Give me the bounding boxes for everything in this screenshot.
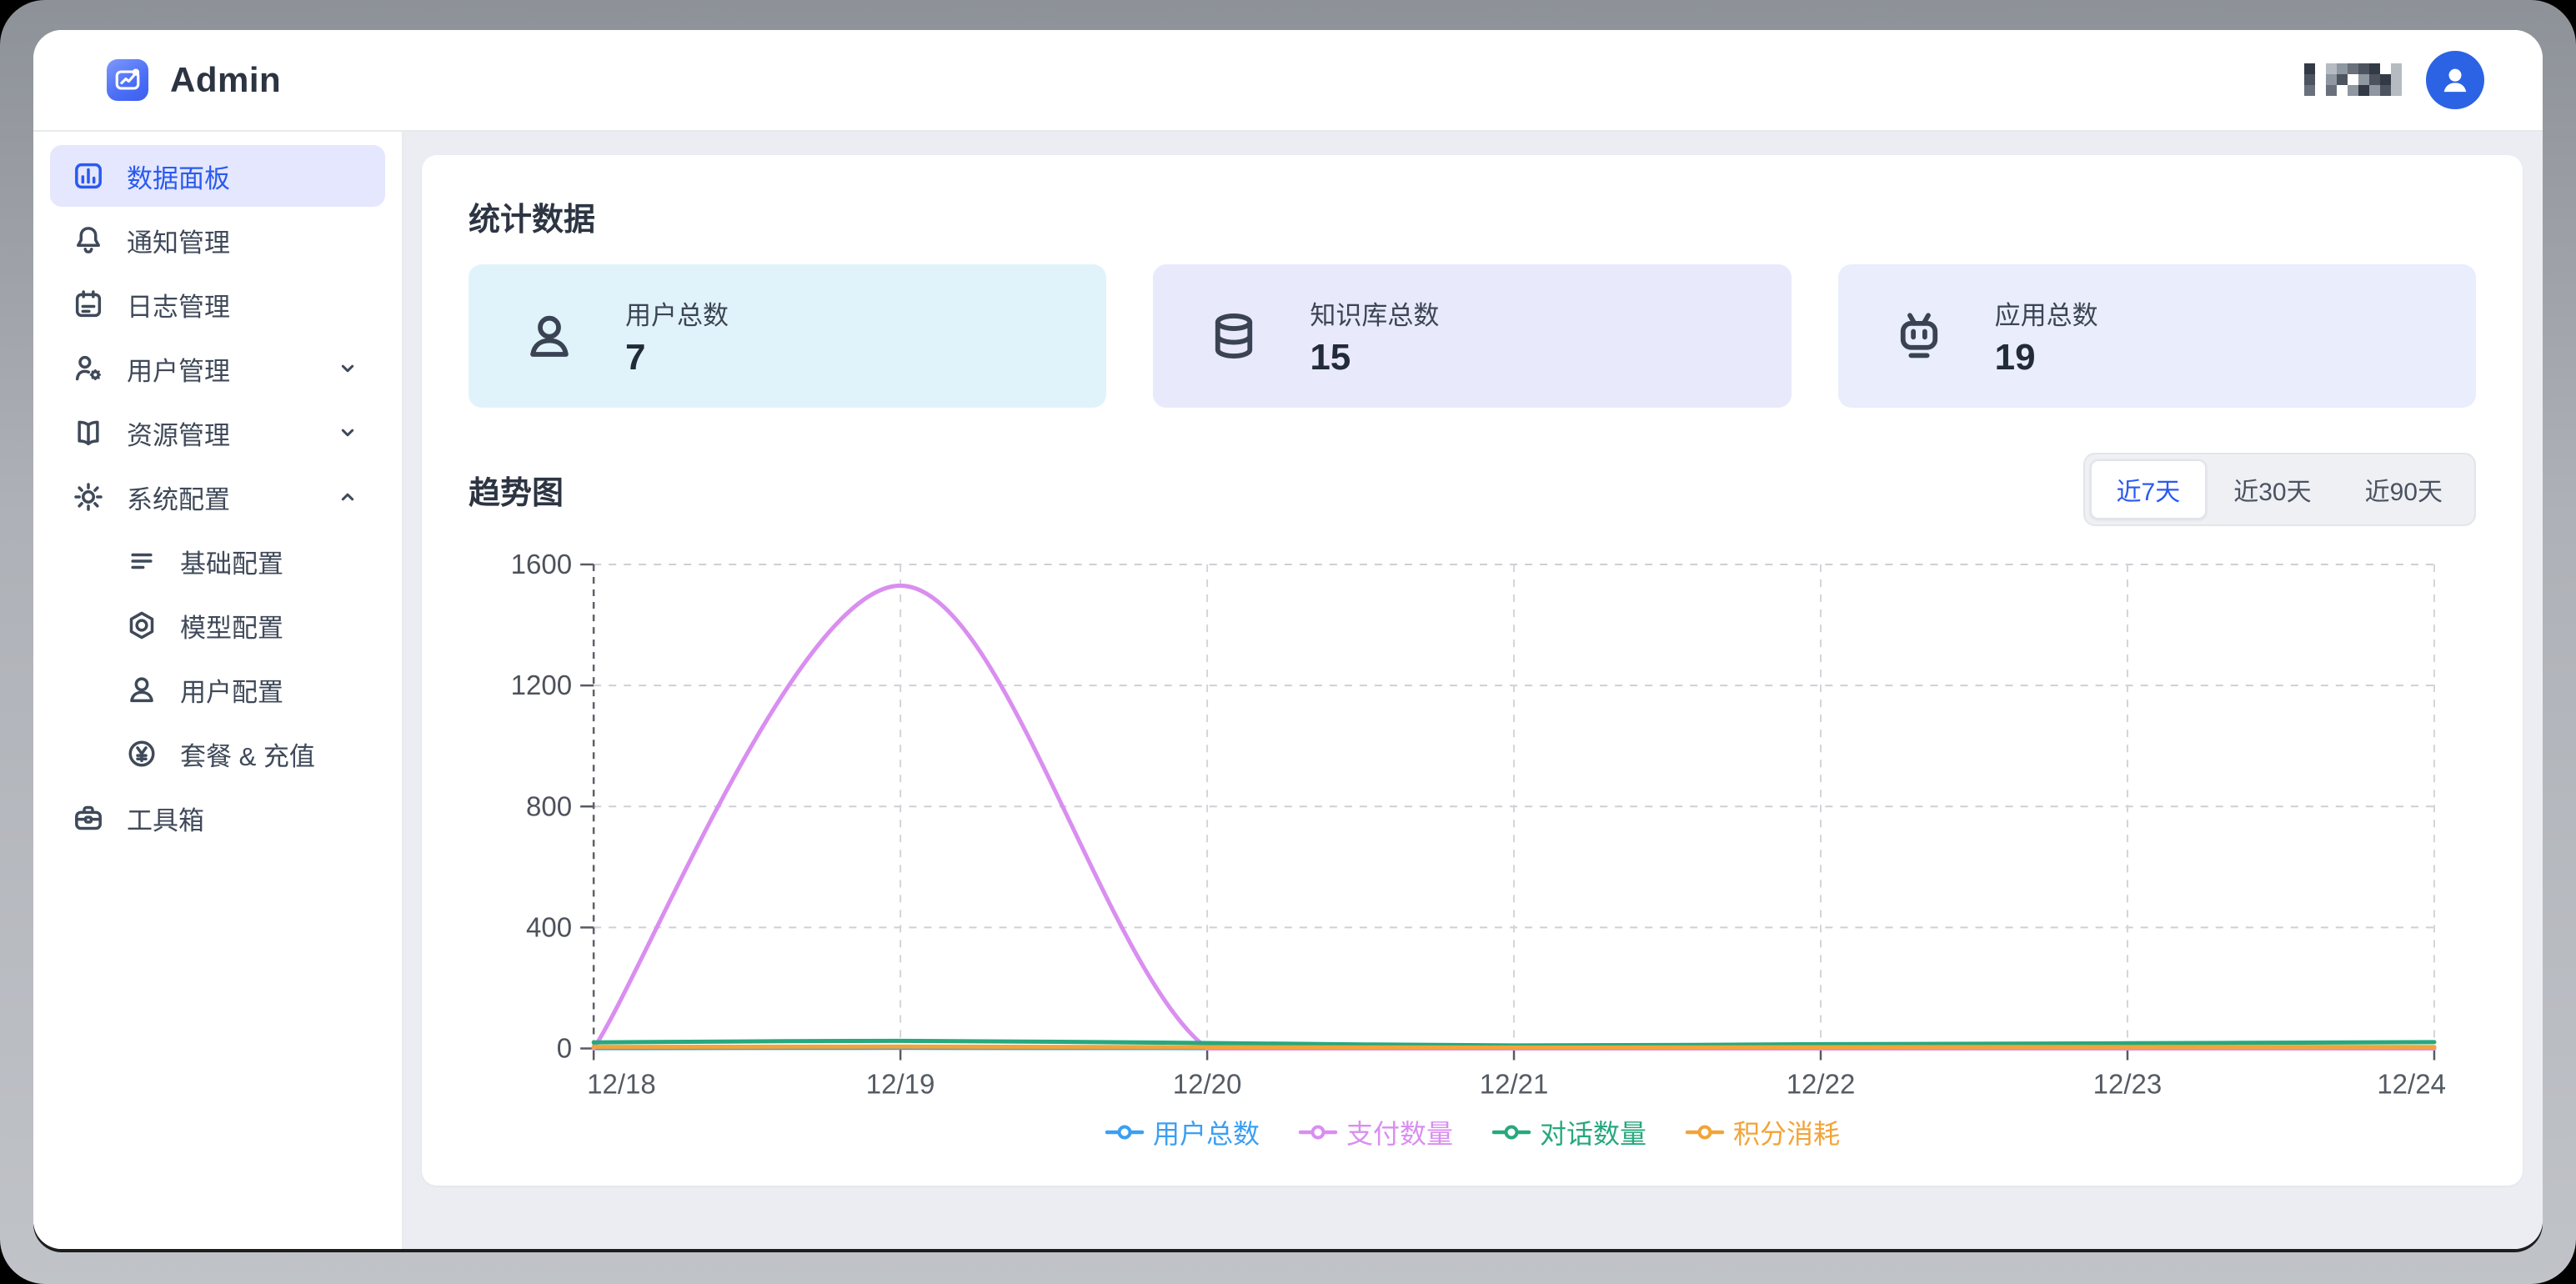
chevron-down-icon — [341, 429, 354, 437]
gear-icon — [74, 483, 103, 511]
app-header: Admin — [33, 30, 2543, 132]
stat-label: 应用总数 — [1994, 300, 2098, 330]
stat-value: 7 — [625, 336, 646, 378]
stat-label: 知识库总数 — [1310, 300, 1440, 330]
sidebar-nav: 数据面板通知管理日志管理用户管理资源管理系统配置基础配置模型配置用户配置套餐 &… — [33, 132, 403, 1249]
sidebar-item-label: 通知管理 — [127, 228, 230, 258]
user-icon — [130, 677, 153, 703]
trend-chart: 0 400 800 1200 1600 12/18 12/19 12/20 12/21 12/22… — [469, 548, 2476, 1151]
sidebar-item-工具箱[interactable]: 工具箱 — [50, 787, 385, 849]
svg-text:12/24: 12/24 — [2377, 1069, 2446, 1100]
toolbox-icon — [75, 805, 102, 830]
legend-item-用户总数[interactable]: 用户总数 — [1105, 1113, 1260, 1151]
user-icon — [530, 315, 569, 357]
model-icon — [129, 611, 154, 639]
bell-icon — [77, 227, 100, 253]
trend-chart-canvas: 0 400 800 1200 1600 12/18 12/19 12/20 12/21 12/22… — [511, 549, 2446, 1100]
list-lines-icon — [131, 553, 153, 569]
stats-row: 用户总数 7 知识库总数 15 应用总数 19 — [469, 264, 2476, 408]
sidebar-item-label: 用户配置 — [180, 677, 283, 707]
svg-text:800: 800 — [526, 790, 572, 821]
dashboard-card: 统计数据 用户总数 7 知识库总数 15 应用总数 19 趋势图 近7天 近30天… — [422, 155, 2523, 1186]
sidebar-item-套餐 & 充值[interactable]: 套餐 & 充值 — [50, 723, 385, 785]
sidebar-item-label: 模型配置 — [180, 613, 283, 643]
range-button-近90天[interactable]: 近90天 — [2338, 459, 2469, 519]
sidebar-item-用户管理[interactable]: 用户管理 — [50, 338, 385, 399]
svg-text:12/21: 12/21 — [1480, 1069, 1549, 1100]
app-window: Admin 数据面板 通知管理 日志管理 用户管理 资源管理 系统配置 基础配置 模型配置 用户… — [33, 30, 2543, 1249]
app-title: Admin — [170, 60, 282, 99]
dashboard-chart-icon — [75, 163, 102, 189]
user-gear-icon — [75, 355, 101, 381]
stat-value: 19 — [1994, 336, 2036, 378]
stat-card-用户总数: 用户总数 7 — [469, 264, 1107, 408]
log-calendar-icon — [75, 290, 102, 318]
svg-text:400: 400 — [526, 911, 572, 942]
sidebar-item-label: 系统配置 — [127, 484, 230, 514]
chevron-down-icon — [341, 364, 354, 373]
chart-legend: 用户总数 支付数量 对话数量 积分消耗 — [469, 1113, 2476, 1151]
robot-icon — [1900, 313, 1937, 359]
sidebar-item-系统配置[interactable]: 系统配置 — [50, 466, 385, 528]
chevron-down-icon — [333, 354, 362, 383]
chevron-up-icon — [333, 483, 362, 511]
sidebar-item-数据面板[interactable]: 数据面板 — [50, 145, 385, 207]
legend-marker-icon — [1491, 1125, 1531, 1140]
sidebar-item-label: 套餐 & 充值 — [180, 741, 315, 771]
svg-text:0: 0 — [557, 1033, 572, 1064]
stat-label: 用户总数 — [625, 300, 729, 330]
chevron-down-icon — [333, 419, 362, 447]
sidebar-item-label: 工具箱 — [127, 805, 204, 835]
stat-value: 15 — [1310, 336, 1351, 378]
svg-text:1200: 1200 — [511, 670, 572, 700]
sidebar-item-label: 用户管理 — [127, 356, 230, 386]
sidebar-item-模型配置[interactable]: 模型配置 — [50, 594, 385, 656]
range-button-近7天[interactable]: 近7天 — [2089, 459, 2208, 519]
app-logo-icon — [107, 59, 148, 101]
legend-label: 用户总数 — [1152, 1118, 1260, 1149]
book-icon — [78, 420, 99, 446]
sidebar-item-日志管理[interactable]: 日志管理 — [50, 273, 385, 335]
svg-text:12/23: 12/23 — [2093, 1069, 2163, 1100]
legend-item-对话数量[interactable]: 对话数量 — [1491, 1113, 1646, 1151]
sidebar-item-label: 数据面板 — [127, 163, 230, 193]
svg-text:1600: 1600 — [511, 549, 572, 579]
legend-marker-icon — [1105, 1125, 1145, 1140]
sidebar-item-label: 基础配置 — [180, 549, 283, 579]
legend-label: 支付数量 — [1346, 1118, 1453, 1149]
user-avatar[interactable] — [2426, 51, 2484, 109]
svg-text:12/19: 12/19 — [866, 1069, 935, 1100]
user-name-redacted — [2304, 63, 2402, 96]
range-button-近30天[interactable]: 近30天 — [2207, 459, 2338, 519]
legend-marker-icon — [1298, 1125, 1338, 1140]
chevron-up-icon — [341, 493, 354, 501]
sidebar-item-基础配置[interactable]: 基础配置 — [50, 530, 385, 592]
svg-text:12/22: 12/22 — [1787, 1069, 1856, 1100]
sidebar-item-用户配置[interactable]: 用户配置 — [50, 659, 385, 720]
trend-section-title: 趋势图 — [469, 475, 564, 511]
sidebar-item-资源管理[interactable]: 资源管理 — [50, 402, 385, 464]
legend-marker-icon — [1685, 1125, 1725, 1140]
legend-label: 对话数量 — [1540, 1118, 1647, 1149]
database-icon — [1215, 313, 1253, 359]
stat-card-知识库总数: 知识库总数 15 — [1153, 264, 1792, 408]
stats-section-title: 统计数据 — [469, 203, 596, 238]
sidebar-item-label: 资源管理 — [127, 420, 230, 450]
legend-label: 积分消耗 — [1733, 1118, 1841, 1149]
yen-circle-icon — [128, 740, 155, 767]
time-range-switcher: 近7天 近30天 近90天 — [2082, 453, 2476, 526]
sidebar-item-通知管理[interactable]: 通知管理 — [50, 209, 385, 271]
svg-text:12/20: 12/20 — [1173, 1069, 1242, 1100]
legend-item-积分消耗[interactable]: 积分消耗 — [1685, 1113, 1840, 1151]
legend-item-支付数量[interactable]: 支付数量 — [1298, 1113, 1453, 1151]
sidebar-item-label: 日志管理 — [127, 292, 230, 322]
svg-text:12/18: 12/18 — [587, 1069, 656, 1100]
main-content: 统计数据 用户总数 7 知识库总数 15 应用总数 19 趋势图 近7天 近30天… — [403, 132, 2543, 1249]
stat-card-应用总数: 应用总数 19 — [1837, 264, 2476, 408]
